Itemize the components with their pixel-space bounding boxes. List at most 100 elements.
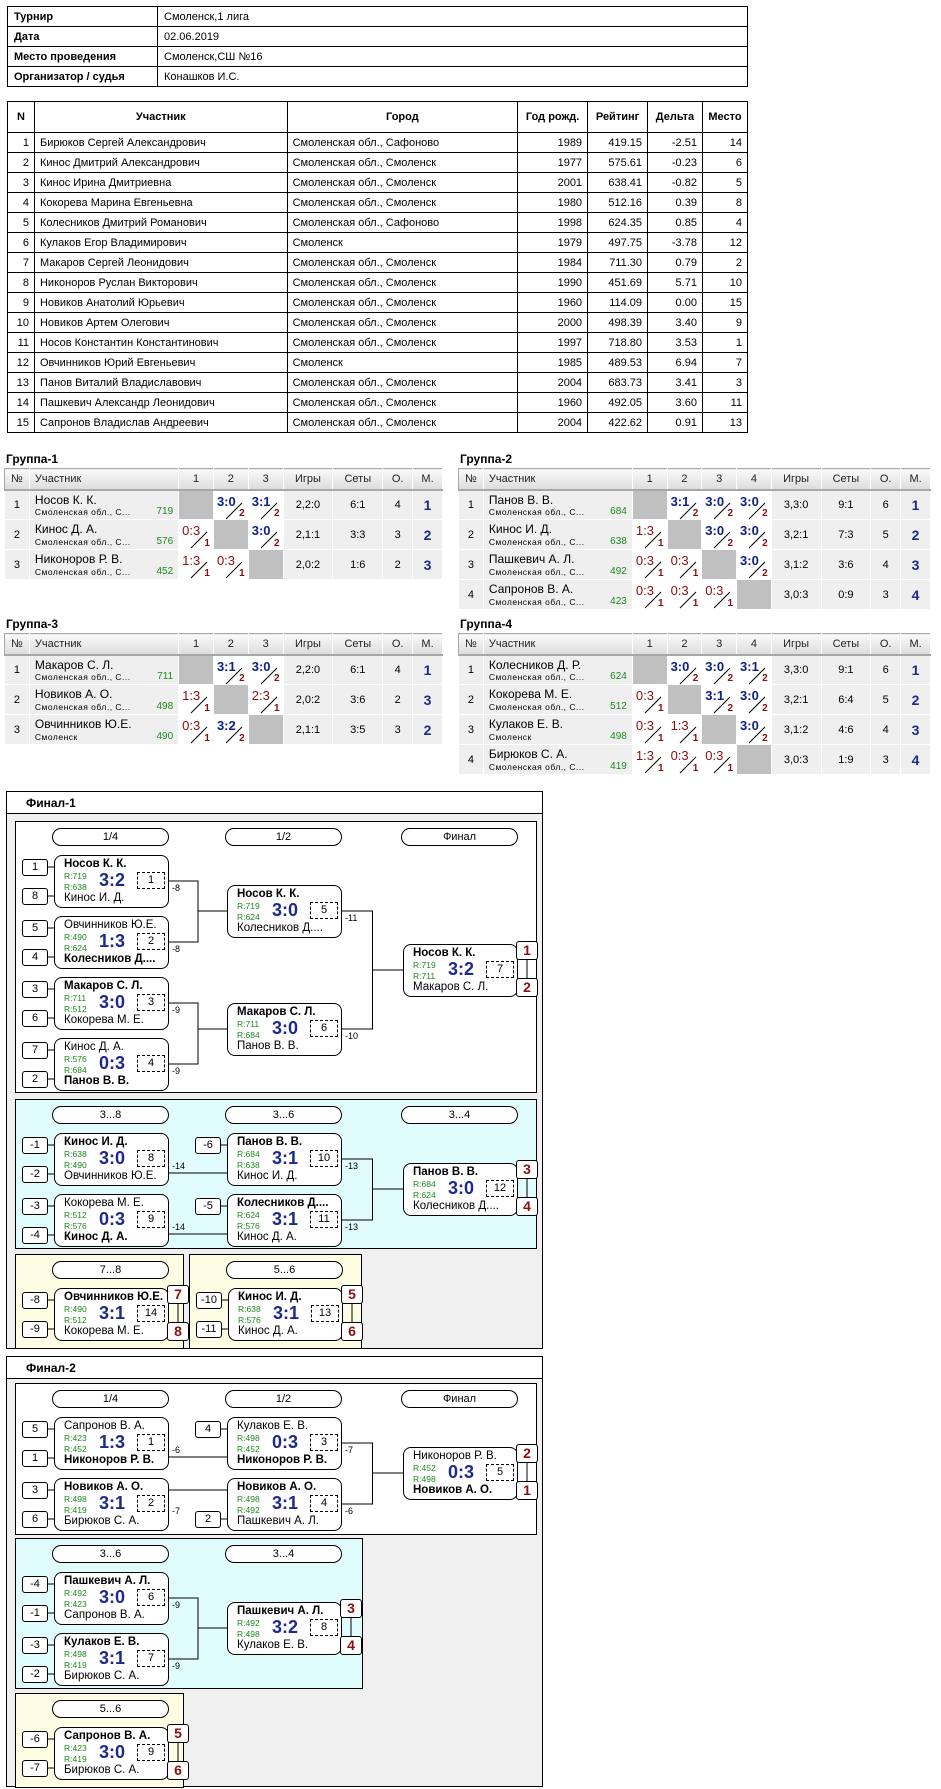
participant-city: Смоленская обл., С...: [34, 672, 131, 682]
match-score: 3:1: [272, 1493, 299, 1513]
match-box[interactable]: Пашкевич А. Л. R:492 R:498 3:2 Кулаков Е. В.…: [227, 1602, 342, 1655]
result-cell: 0:3 1: [666, 744, 703, 775]
group-table: № Участник 1 2 3 Игры Сеты О. М. 1 Носов К. К. Смол…: [4, 468, 443, 580]
loser-destination: -6: [172, 1445, 181, 1455]
table-row: 13 Панов Виталий Владиславович Смоленская …: [7, 372, 749, 393]
result-cell: 0:3 1: [666, 549, 703, 580]
participant-rating: 684: [610, 506, 627, 517]
sets: 1:6: [332, 549, 384, 580]
table-row: 8 Никоноров Руслан Викторович Смоленская о…: [7, 272, 749, 293]
final-place-badge: 1: [516, 941, 538, 960]
player-bottom-name: Кинос Д. А.: [237, 1231, 297, 1243]
participant-name: Кинос Д. А.: [34, 522, 98, 536]
match-number: 1: [137, 872, 165, 889]
set-score: 3:0: [740, 553, 759, 568]
match-score: 3:1: [273, 1303, 300, 1323]
player-top-rating: R:498: [64, 1494, 87, 1504]
match-points: 1: [273, 703, 280, 714]
player-bottom-name: Колесников Д....: [64, 953, 156, 965]
match-points: 2: [727, 673, 734, 684]
match-box[interactable]: Овчинников Ю.Е. R:490 R:512 3:1 Кокорева М. …: [54, 1288, 169, 1341]
sets: 9:1: [820, 654, 872, 685]
group-row: 2 Кинос Д. А. Смоленская обл., С... 576 0:3 1…: [4, 519, 443, 550]
player-top-name: Новиков А. О.: [237, 1481, 317, 1493]
player-bottom-rating: R:512: [64, 1315, 87, 1325]
row-number: 1: [458, 489, 484, 520]
match-box[interactable]: Никоноров Р. В. R:452 R:498 0:3 Новиков А. О…: [403, 1447, 518, 1500]
match-box[interactable]: Кулаков Е. В. R:498 R:419 3:1 Бирюков С. А. 7: [54, 1633, 169, 1686]
match-box[interactable]: Панов В. В. R:684 R:638 3:1 Кинос И. Д. 10: [227, 1133, 342, 1186]
city: Смоленская обл., Смоленск: [286, 332, 519, 353]
match-box[interactable]: Панов В. В. R:684 R:624 3:0 Колесников Д....…: [403, 1163, 518, 1216]
group-row: 2 Кинос И. Д. Смоленская обл., С... 638 1:3 1…: [458, 519, 931, 550]
loser-destination: -13: [345, 1222, 359, 1232]
diagonal-line: [748, 667, 766, 684]
row-number: 2: [458, 684, 484, 715]
match-box[interactable]: Макаров С. Л. R:711 R:684 3:0 Панов В. В. 6: [227, 1003, 342, 1056]
group-row: 4 Бирюков С. А. Смоленская обл., С... 419 1:…: [458, 744, 931, 775]
set-score: 3:0: [740, 523, 759, 538]
set-score: 0:3: [670, 553, 689, 568]
match-box[interactable]: Новиков А. О. R:498 R:419 3:1 Бирюков С. А. 2: [54, 1478, 169, 1531]
connector-line: [169, 1028, 227, 1065]
group-place: 2: [412, 519, 443, 550]
result-cell: 0:3 1: [701, 579, 738, 610]
row-number: 11: [7, 332, 35, 353]
match-points: 1: [692, 598, 699, 609]
match-score: 0:3: [99, 1053, 126, 1073]
round-label: 1/2: [225, 1390, 342, 1408]
set-score: 3:1: [216, 658, 236, 674]
match-box[interactable]: Сапронов В. А. R:423 R:452 1:3 Никоноров Р. …: [54, 1417, 169, 1470]
city: Смоленская обл., Смоленск: [286, 392, 519, 413]
match-box[interactable]: Новиков А. О. R:498 R:492 3:1 Пашкевич А. Л.…: [227, 1478, 342, 1531]
player-bottom-name: Колесников Д....: [413, 1200, 499, 1212]
result-cell: 1:3 1: [178, 549, 214, 580]
games: 2,1:1: [282, 519, 334, 550]
match-box[interactable]: Носов К. К. R:719 R:624 3:0 Колесников Д....…: [227, 885, 342, 938]
match-box[interactable]: Кулаков Е. В. R:498 R:452 0:3 Никоноров Р. В…: [227, 1417, 342, 1470]
match-points: 1: [204, 538, 210, 549]
games: 3,1:2: [770, 714, 822, 745]
match-box[interactable]: Носов К. К. R:719 R:638 3:2 Кинос И. Д. 1: [54, 855, 169, 908]
loser-destination: -9: [172, 1066, 181, 1076]
birth-year: 1960: [517, 392, 589, 413]
column-header: М.: [900, 633, 931, 656]
participant-cell: Колесников Д. Р. Смоленская обл., С... 624: [482, 654, 633, 685]
match-box[interactable]: Кинос И. Д. R:638 R:490 3:0 Овчинников Ю.Е. 8: [54, 1133, 169, 1186]
match-number: 1: [137, 1434, 165, 1451]
row-number: 3: [458, 549, 484, 580]
result-cell: 0:3 1: [701, 744, 738, 775]
diagonal-line: [190, 561, 208, 579]
delta: 0.79: [647, 252, 703, 273]
match-box[interactable]: Колесников Д.... R:624 R:576 3:1 Кинос Д. А.…: [227, 1194, 342, 1247]
city: Смоленск: [286, 232, 519, 253]
set-score: 1:3: [635, 523, 654, 538]
final-title: Финал-2: [7, 1357, 542, 1379]
match-box[interactable]: Пашкевич А. Л. R:492 R:423 3:0 Сапронов В. А…: [54, 1572, 169, 1625]
final-title: Финал-1: [7, 792, 542, 814]
match-box[interactable]: Кинос И. Д. R:638 R:576 3:1 Кинос Д. А. 13: [228, 1288, 343, 1341]
match-box[interactable]: Макаров С. Л. R:711 R:512 3:0 Кокорева М. Е.…: [54, 977, 169, 1030]
match-score: 0:3: [448, 1462, 475, 1482]
player-top-rating: R:498: [237, 1494, 260, 1504]
participant-name: Никоноров Р. В.: [34, 552, 123, 566]
match-box[interactable]: Сапронов В. А. R:423 R:419 3:0 Бирюков С. А.…: [54, 1727, 169, 1780]
result-cell: 0:3 1: [178, 519, 214, 550]
info-value: Смоленск,СШ №16: [157, 46, 748, 67]
birth-year: 2000: [517, 312, 589, 333]
match-box[interactable]: Кинос Д. А. R:576 R:684 0:3 Панов В. В. 4: [54, 1038, 169, 1091]
birth-year: 1979: [517, 232, 589, 253]
diagonal-line: [713, 696, 731, 714]
participant-cell: Овчинников Ю.Е. Смоленск 490: [28, 714, 180, 745]
match-number: 2: [137, 1495, 165, 1512]
points: 5: [870, 684, 902, 715]
diagonal-icon: [260, 696, 278, 714]
points: 4: [870, 549, 902, 580]
set-score: 0:3: [182, 523, 201, 538]
diagonal-line: [225, 726, 243, 744]
column-header: Участник: [29, 633, 180, 656]
match-box[interactable]: Кокорева М. Е. R:512 R:576 0:3 Кинос Д. А. 9: [54, 1194, 169, 1247]
match-box[interactable]: Овчинников Ю.Е. R:490 R:624 1:3 Колесников Д…: [54, 916, 169, 969]
birth-year: 1985: [517, 352, 589, 373]
match-box[interactable]: Носов К. К. R:719 R:711 3:2 Макаров С. Л. 7: [403, 944, 518, 997]
